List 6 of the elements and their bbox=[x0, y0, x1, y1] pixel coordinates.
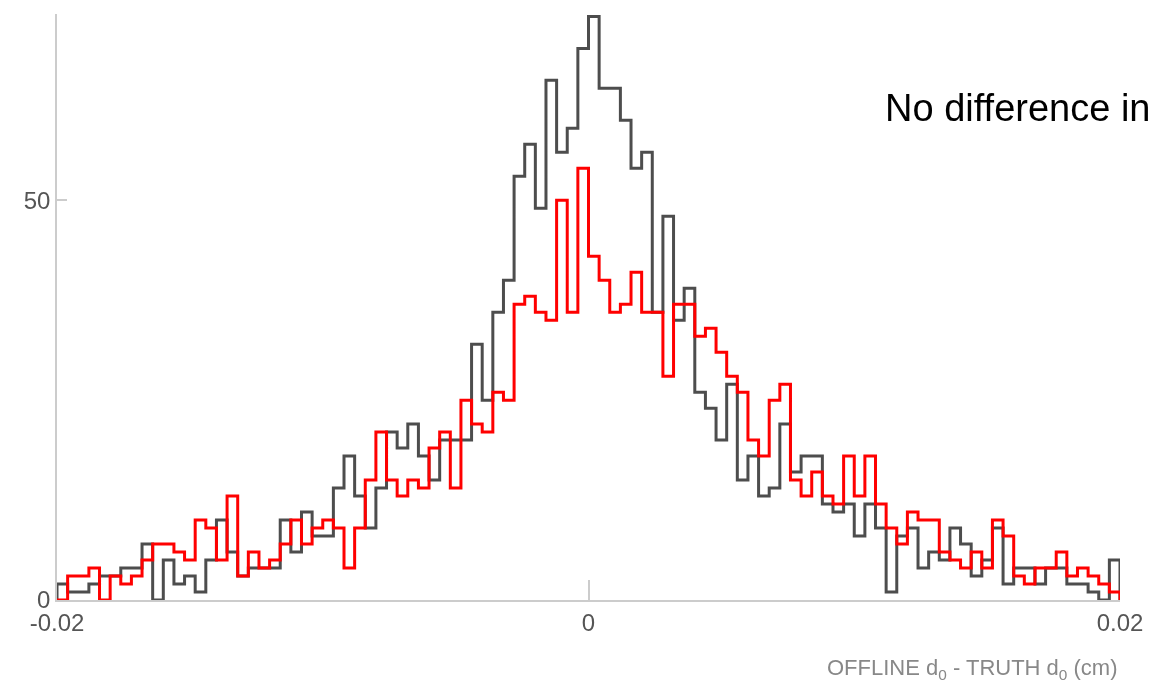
x-tick-label: 0.02 bbox=[1096, 608, 1144, 636]
x-axis-title: OFFLINE d$_{0}$ - TRUTH d$_{0}$ (cm) bbox=[827, 655, 1118, 683]
x-tick-label: -0.02 bbox=[29, 608, 85, 636]
x-tick-label: 0 bbox=[581, 608, 596, 636]
y-tick-label: 50 bbox=[23, 186, 51, 214]
annotation: No difference in bbox=[885, 87, 1151, 129]
